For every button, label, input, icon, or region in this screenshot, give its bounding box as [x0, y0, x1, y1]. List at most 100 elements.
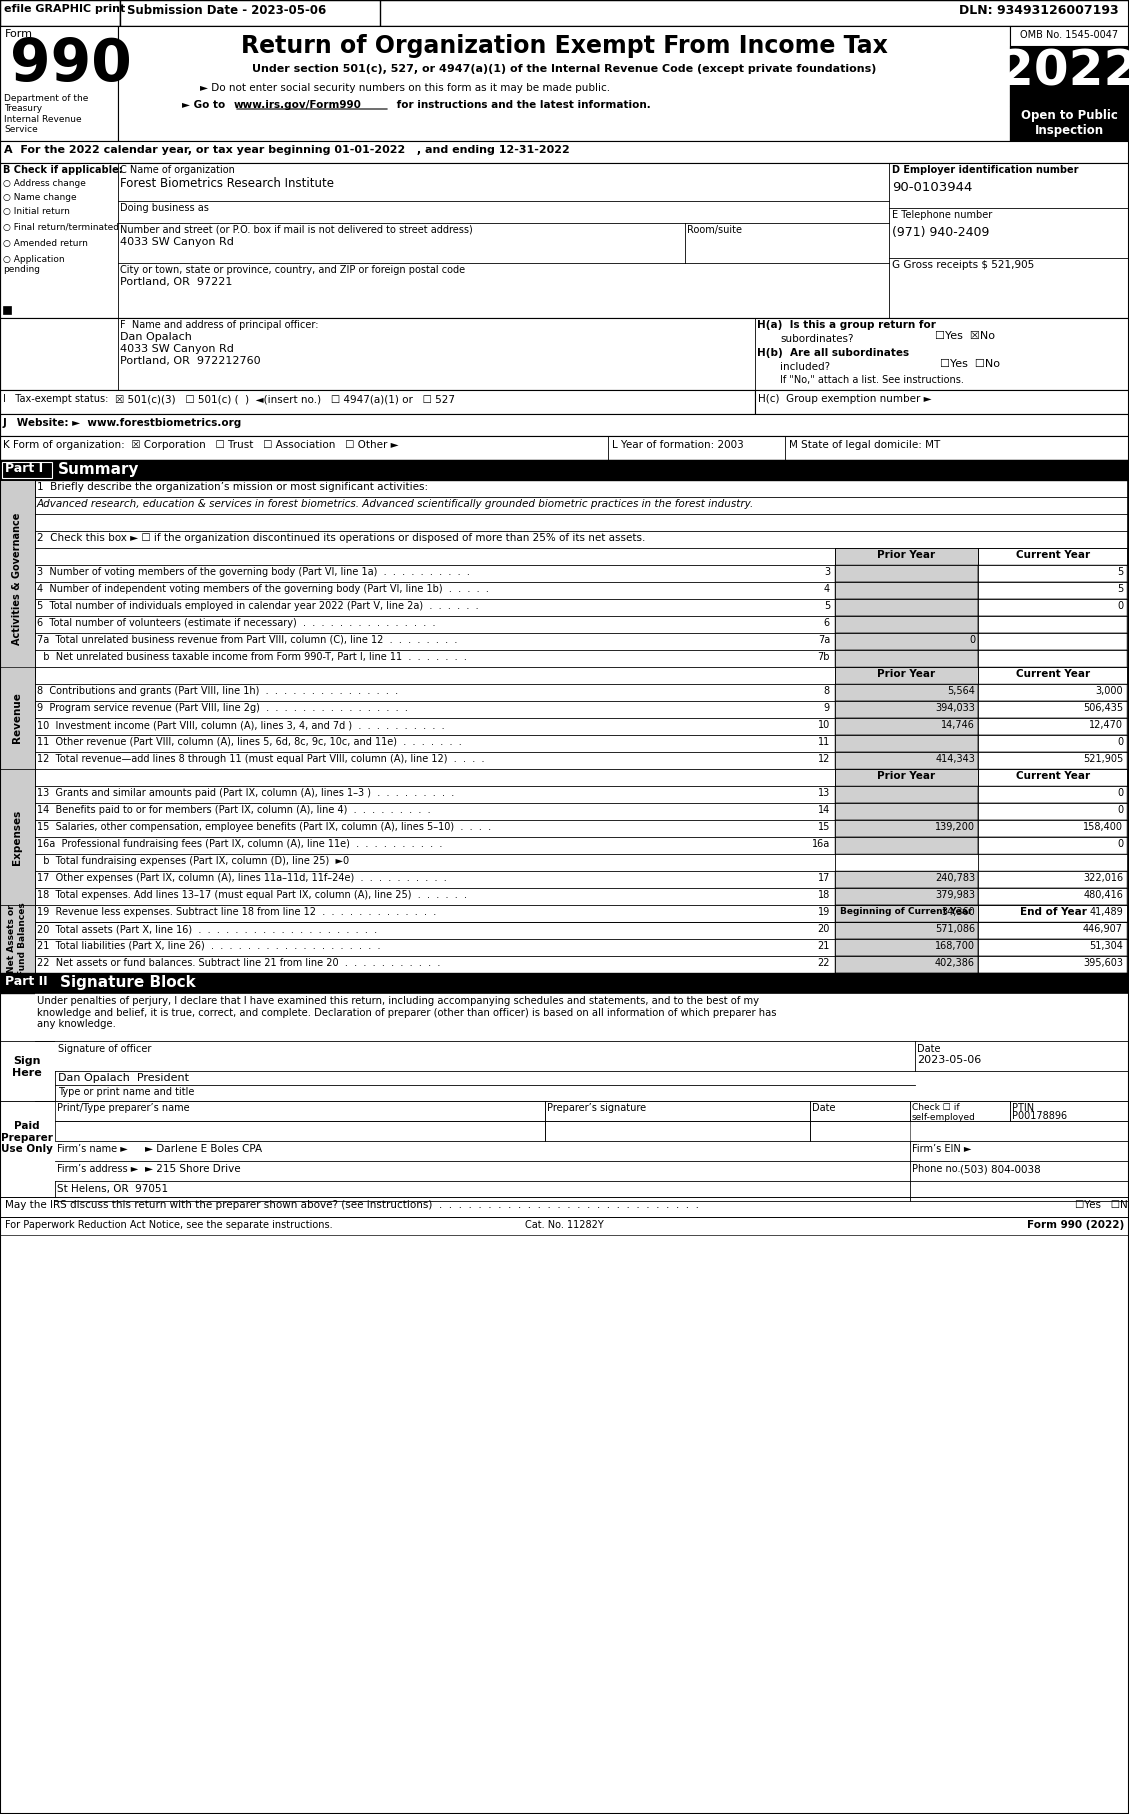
Bar: [978, 684, 1127, 700]
Text: ► Do not enter social security numbers on this form as it may be made public.: ► Do not enter social security numbers o…: [200, 83, 610, 93]
Text: 158,400: 158,400: [1083, 822, 1123, 833]
Text: Advanced research, education & services in forest biometrics. Advanced scientifi: Advanced research, education & services …: [37, 499, 754, 510]
Text: Prior Year: Prior Year: [877, 550, 935, 561]
Bar: [835, 956, 978, 972]
Bar: [55, 1041, 1129, 1070]
Text: 4: 4: [824, 584, 830, 593]
Text: 571,086: 571,086: [935, 923, 975, 934]
Bar: [0, 414, 1129, 435]
Bar: [978, 956, 1127, 972]
Text: Paid
Preparer
Use Only: Paid Preparer Use Only: [1, 1121, 53, 1154]
Text: for instructions and the latest information.: for instructions and the latest informat…: [393, 100, 650, 111]
Bar: [978, 922, 1127, 940]
Bar: [0, 668, 35, 769]
Text: subordinates?: subordinates?: [780, 334, 854, 345]
Bar: [1010, 1101, 1129, 1121]
Text: 5: 5: [824, 600, 830, 611]
Bar: [978, 735, 1127, 753]
Text: ► 215 Shore Drive: ► 215 Shore Drive: [145, 1165, 240, 1174]
Text: www.irs.gov/Form990: www.irs.gov/Form990: [234, 100, 362, 111]
Bar: [978, 804, 1127, 820]
Bar: [835, 785, 978, 804]
Text: If "No," attach a list. See instructions.: If "No," attach a list. See instructions…: [780, 375, 964, 385]
Text: 5  Total number of individuals employed in calendar year 2022 (Part V, line 2a) : 5 Total number of individuals employed i…: [37, 600, 479, 611]
Text: Activities & Governance: Activities & Governance: [12, 512, 21, 644]
Bar: [835, 718, 978, 735]
Text: 4033 SW Canyon Rd: 4033 SW Canyon Rd: [120, 238, 234, 247]
Bar: [835, 564, 978, 582]
Text: 168,700: 168,700: [935, 941, 975, 951]
Bar: [978, 700, 1127, 718]
Text: 18  Total expenses. Add lines 13–17 (must equal Part IX, column (A), line 25)  .: 18 Total expenses. Add lines 13–17 (must…: [37, 891, 467, 900]
Text: ☐Yes  ☐No: ☐Yes ☐No: [940, 359, 1000, 368]
Text: Cat. No. 11282Y: Cat. No. 11282Y: [525, 1221, 603, 1230]
Bar: [755, 390, 1129, 414]
Bar: [835, 582, 978, 599]
Text: 322,016: 322,016: [1083, 873, 1123, 883]
Text: ○ Name change: ○ Name change: [3, 192, 77, 201]
Text: Submission Date - 2023-05-06: Submission Date - 2023-05-06: [126, 4, 326, 16]
Bar: [978, 836, 1127, 854]
Bar: [978, 564, 1127, 582]
Text: 11  Other revenue (Part VIII, column (A), lines 5, 6d, 8c, 9c, 10c, and 11e)  . : 11 Other revenue (Part VIII, column (A),…: [37, 736, 462, 747]
Bar: [978, 785, 1127, 804]
Text: Dan Opalach  President: Dan Opalach President: [58, 1074, 189, 1083]
Text: G Gross receipts $ 521,905: G Gross receipts $ 521,905: [892, 259, 1034, 270]
Text: Form 990 (2022): Form 990 (2022): [1026, 1221, 1124, 1230]
Text: Beginning of Current Year: Beginning of Current Year: [840, 907, 972, 916]
Bar: [978, 905, 1127, 922]
Text: 12  Total revenue—add lines 8 through 11 (must equal Part VIII, column (A), line: 12 Total revenue—add lines 8 through 11 …: [37, 755, 484, 764]
Text: (503) 804-0038: (503) 804-0038: [960, 1165, 1041, 1174]
Text: Preparer’s signature: Preparer’s signature: [546, 1103, 646, 1114]
Bar: [978, 889, 1127, 905]
Text: 22  Net assets or fund balances. Subtract line 21 from line 20  .  .  .  .  .  .: 22 Net assets or fund balances. Subtract…: [37, 958, 440, 969]
Text: 18: 18: [817, 891, 830, 900]
Text: 446,907: 446,907: [1083, 923, 1123, 934]
Text: ☐Yes  ☒No: ☐Yes ☒No: [935, 330, 995, 341]
Text: Portland, OR  97221: Portland, OR 97221: [120, 278, 233, 287]
Bar: [0, 25, 119, 141]
Text: b  Net unrelated business taxable income from Form 990-T, Part I, line 11  .  . : b Net unrelated business taxable income …: [37, 651, 467, 662]
Text: Under penalties of perjury, I declare that I have examined this return, includin: Under penalties of perjury, I declare th…: [37, 996, 777, 1029]
Text: 240,783: 240,783: [935, 873, 975, 883]
Bar: [55, 1121, 545, 1141]
Text: 0: 0: [1117, 736, 1123, 747]
Text: 20  Total assets (Part X, line 16)  .  .  .  .  .  .  .  .  .  .  .  .  .  .  . : 20 Total assets (Part X, line 16) . . . …: [37, 923, 377, 934]
Text: Sign
Here: Sign Here: [12, 1056, 42, 1078]
Text: I   Tax-exempt status:: I Tax-exempt status:: [3, 394, 108, 405]
Text: 2023-05-06: 2023-05-06: [917, 1056, 981, 1065]
Text: 395,603: 395,603: [1083, 958, 1123, 969]
Text: End of Year: End of Year: [1019, 907, 1086, 918]
Bar: [978, 668, 1127, 684]
Text: 12,470: 12,470: [1089, 720, 1123, 729]
Text: 7b: 7b: [817, 651, 830, 662]
Text: Phone no.: Phone no.: [912, 1165, 961, 1174]
Text: Dan Opalach: Dan Opalach: [120, 332, 192, 343]
Text: Number and street (or P.O. box if mail is not delivered to street address): Number and street (or P.O. box if mail i…: [120, 225, 473, 236]
Bar: [835, 548, 978, 564]
Bar: [978, 769, 1127, 785]
Text: Signature Block: Signature Block: [60, 974, 195, 990]
Text: Date: Date: [812, 1103, 835, 1114]
Bar: [545, 1101, 809, 1121]
Text: 480,416: 480,416: [1083, 891, 1123, 900]
Text: M State of legal domicile: MT: M State of legal domicile: MT: [789, 441, 940, 450]
Text: 8: 8: [824, 686, 830, 697]
Text: 9: 9: [824, 704, 830, 713]
Text: B Check if applicable:: B Check if applicable:: [3, 165, 123, 174]
Bar: [0, 163, 1129, 317]
Text: (971) 940-2409: (971) 940-2409: [892, 227, 989, 239]
Text: 16a: 16a: [812, 840, 830, 849]
Text: Room/suite: Room/suite: [688, 225, 742, 236]
Text: OMB No. 1545-0047: OMB No. 1545-0047: [1019, 31, 1118, 40]
Bar: [978, 617, 1127, 633]
Text: 2  Check this box ► ☐ if the organization discontinued its operations or dispose: 2 Check this box ► ☐ if the organization…: [37, 533, 646, 542]
Bar: [55, 1161, 1129, 1181]
Text: E Telephone number: E Telephone number: [892, 210, 992, 219]
Text: Date: Date: [917, 1045, 940, 1054]
Text: ► Go to: ► Go to: [182, 100, 229, 111]
Text: A  For the 2022 calendar year, or tax year beginning 01-01-2022   , and ending 1: A For the 2022 calendar year, or tax yea…: [5, 145, 570, 154]
Text: 379,983: 379,983: [935, 891, 975, 900]
Text: Check ☐ if
self-employed: Check ☐ if self-employed: [912, 1103, 975, 1123]
Bar: [35, 992, 1129, 1041]
